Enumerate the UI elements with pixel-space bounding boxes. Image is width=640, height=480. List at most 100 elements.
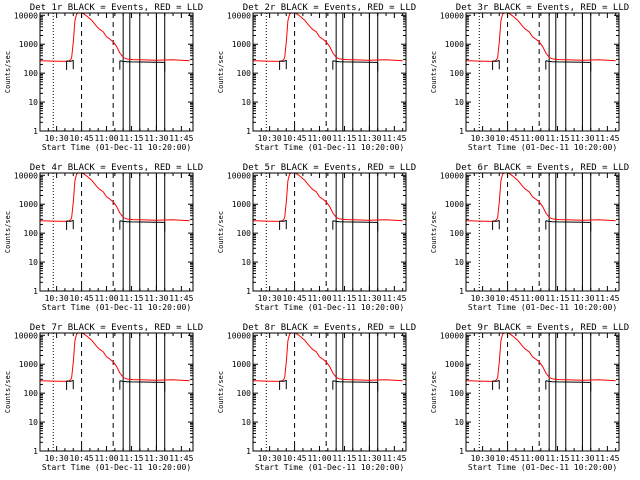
y-tick-label: 100 bbox=[237, 389, 252, 398]
y-tick-label: 10 bbox=[28, 98, 38, 107]
y-tick-label: 1 bbox=[33, 287, 38, 296]
events-series-line bbox=[545, 220, 591, 223]
y-tick-label: 1 bbox=[33, 127, 38, 136]
y-tick-label: 10000 bbox=[227, 331, 251, 340]
x-tick-label: 11:15 bbox=[119, 134, 143, 143]
x-tick-label: 11:45 bbox=[595, 134, 619, 143]
x-tick-label: 10:45 bbox=[496, 294, 520, 303]
x-axis-label: Start Time (01-Dec-11 10:20:00) bbox=[42, 143, 191, 152]
plot-frame bbox=[465, 12, 620, 132]
y-tick-label: 100 bbox=[24, 229, 39, 238]
plot-frame bbox=[252, 332, 407, 452]
events-series-line bbox=[545, 380, 591, 383]
y-tick-label: 1 bbox=[246, 287, 251, 296]
chart-panel-1: 10:30 10:45 11:00 11:15 11:30 11:45 1 10 100 1000… bbox=[4, 3, 203, 152]
plot-area bbox=[253, 13, 403, 131]
chart-panel-6: 10:30 10:45 11:00 11:15 11:30 11:45 1 10 100 1000… bbox=[430, 163, 629, 312]
events-series-line bbox=[119, 220, 165, 223]
x-axis-label: Start Time (01-Dec-11 10:20:00) bbox=[255, 143, 404, 152]
lld-series-line bbox=[253, 333, 403, 382]
panel-title: Det 7r BLACK = Events, RED = LLD bbox=[30, 323, 203, 333]
y-tick-label: 1000 bbox=[19, 200, 38, 209]
plot-area bbox=[40, 333, 190, 451]
x-tick-label: 11:45 bbox=[169, 294, 193, 303]
y-tick-label: 1000 bbox=[232, 200, 251, 209]
x-tick-label: 11:00 bbox=[520, 134, 544, 143]
x-tick-label: 11:30 bbox=[144, 454, 168, 463]
panel-title: Det 9r BLACK = Events, RED = LLD bbox=[456, 323, 629, 333]
events-series-line bbox=[279, 219, 287, 222]
panel-title: Det 6r BLACK = Events, RED = LLD bbox=[456, 163, 629, 173]
chart-panel-7: 10:30 10:45 11:00 11:15 11:30 11:45 1 10 100 1000… bbox=[4, 323, 203, 472]
x-tick-label: 11:30 bbox=[570, 294, 594, 303]
y-tick-label: 10000 bbox=[227, 171, 251, 180]
y-tick-label: 1 bbox=[246, 127, 251, 136]
x-tick-label: 11:00 bbox=[520, 294, 544, 303]
x-tick-label: 10:30 bbox=[45, 454, 69, 463]
events-series-line bbox=[332, 60, 378, 63]
plot-area bbox=[253, 333, 403, 451]
y-axis-label: Counts/sec bbox=[4, 211, 12, 253]
events-series-line bbox=[279, 379, 287, 382]
y-axis-label: Counts/sec bbox=[430, 371, 438, 413]
x-tick-label: 10:45 bbox=[70, 294, 94, 303]
x-tick-label: 11:30 bbox=[570, 134, 594, 143]
x-axis-label: Start Time (01-Dec-11 10:20:00) bbox=[42, 303, 191, 312]
y-tick-label: 1000 bbox=[232, 360, 251, 369]
plot-frame bbox=[39, 172, 194, 292]
lld-series-line bbox=[40, 333, 190, 382]
plot-area bbox=[40, 13, 190, 131]
x-tick-label: 11:00 bbox=[307, 134, 331, 143]
x-tick-label: 11:15 bbox=[332, 454, 356, 463]
x-tick-label: 11:15 bbox=[545, 134, 569, 143]
x-tick-label: 10:45 bbox=[283, 134, 307, 143]
x-tick-label: 11:30 bbox=[570, 454, 594, 463]
events-series-line bbox=[66, 59, 74, 62]
x-tick-label: 11:30 bbox=[357, 294, 381, 303]
y-tick-label: 1 bbox=[459, 287, 464, 296]
y-tick-label: 1000 bbox=[445, 360, 464, 369]
events-series-line bbox=[279, 59, 287, 62]
panel-title: Det 4r BLACK = Events, RED = LLD bbox=[30, 163, 203, 173]
lld-series-line bbox=[466, 13, 616, 62]
y-tick-label: 100 bbox=[24, 69, 39, 78]
x-axis-label: Start Time (01-Dec-11 10:20:00) bbox=[255, 303, 404, 312]
y-tick-label: 100 bbox=[450, 389, 465, 398]
lld-series-line bbox=[253, 173, 403, 222]
y-tick-label: 10 bbox=[28, 258, 38, 267]
plot-frame bbox=[252, 172, 407, 292]
events-series-line bbox=[492, 219, 500, 222]
events-series-line bbox=[66, 219, 74, 222]
plot-frame bbox=[39, 12, 194, 132]
x-tick-label: 10:45 bbox=[283, 294, 307, 303]
events-series-line bbox=[119, 380, 165, 383]
y-axis-label: Counts/sec bbox=[217, 51, 225, 93]
events-series-line bbox=[545, 60, 591, 63]
y-tick-label: 10 bbox=[454, 258, 464, 267]
panel-title: Det 1r BLACK = Events, RED = LLD bbox=[30, 3, 203, 13]
plot-frame bbox=[39, 332, 194, 452]
lld-series-line bbox=[466, 333, 616, 382]
x-tick-label: 11:45 bbox=[169, 454, 193, 463]
y-tick-label: 1000 bbox=[232, 40, 251, 49]
y-axis-label: Counts/sec bbox=[430, 51, 438, 93]
x-tick-label: 10:30 bbox=[258, 294, 282, 303]
chart-panel-3: 10:30 10:45 11:00 11:15 11:30 11:45 1 10 100 1000… bbox=[430, 3, 629, 152]
plot-area bbox=[40, 173, 190, 291]
chart-panel-9: 10:30 10:45 11:00 11:15 11:30 11:45 1 10 100 1000… bbox=[430, 323, 629, 472]
plot-area bbox=[466, 13, 616, 131]
chart-panel-4: 10:30 10:45 11:00 11:15 11:30 11:45 1 10 100 1000… bbox=[4, 163, 203, 312]
y-tick-label: 10 bbox=[241, 418, 251, 427]
y-tick-label: 10000 bbox=[14, 11, 38, 20]
x-tick-label: 11:45 bbox=[169, 134, 193, 143]
x-tick-label: 11:15 bbox=[545, 454, 569, 463]
x-tick-label: 10:45 bbox=[496, 134, 520, 143]
y-tick-label: 10000 bbox=[440, 171, 464, 180]
x-tick-label: 10:30 bbox=[258, 134, 282, 143]
x-tick-label: 11:45 bbox=[595, 294, 619, 303]
lld-series-line bbox=[40, 13, 190, 62]
plot-frame bbox=[465, 172, 620, 292]
plot-area bbox=[466, 173, 616, 291]
x-tick-label: 11:00 bbox=[94, 454, 118, 463]
x-axis-label: Start Time (01-Dec-11 10:20:00) bbox=[468, 303, 617, 312]
